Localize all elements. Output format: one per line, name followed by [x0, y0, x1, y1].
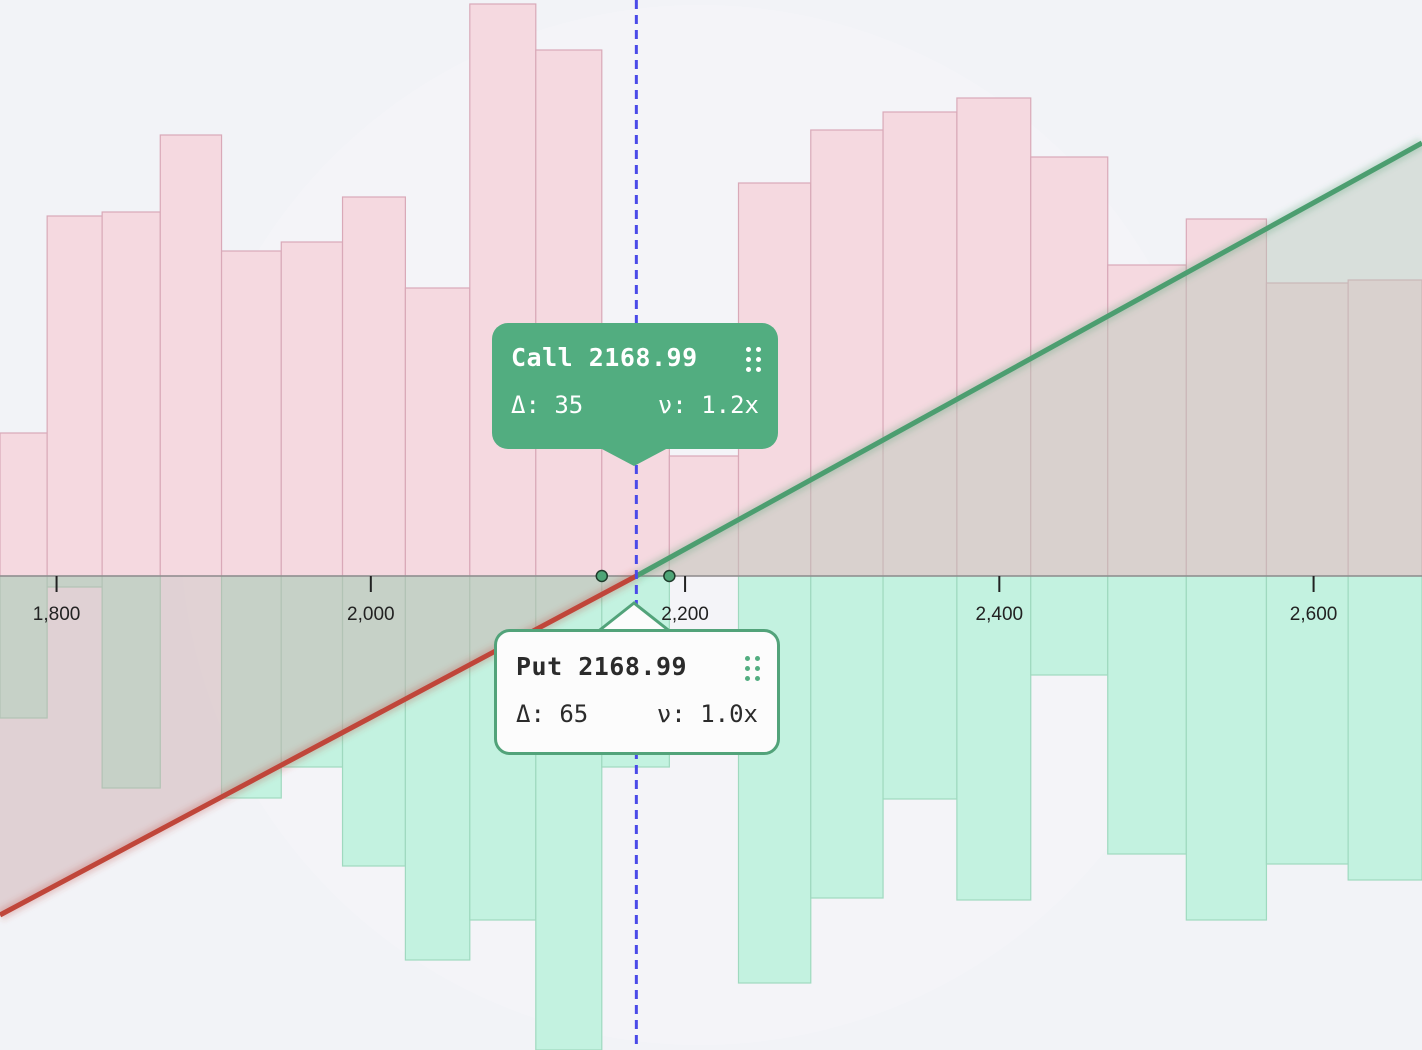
bar-lower[interactable] — [101, 575, 161, 789]
bar-upper[interactable] — [280, 241, 344, 577]
bar-upper[interactable] — [159, 134, 223, 577]
bar-upper[interactable] — [0, 432, 48, 577]
bar-upper[interactable] — [46, 215, 103, 577]
bar-upper[interactable] — [101, 211, 161, 577]
range-marker-handle[interactable] — [663, 569, 676, 583]
call-delta: Δ: 35 — [511, 391, 584, 419]
bar-lower[interactable] — [1347, 575, 1422, 881]
bar-upper[interactable] — [1347, 279, 1422, 577]
bar-lower[interactable] — [956, 575, 1032, 901]
bar-upper[interactable] — [1030, 156, 1109, 577]
bar-upper[interactable] — [341, 196, 406, 577]
call-tooltip-title: Call 2168.99 — [511, 343, 698, 372]
call-nu: ν: 1.2x — [657, 391, 759, 419]
bar-lower[interactable] — [1107, 575, 1187, 855]
put-delta: Δ: 65 — [516, 700, 589, 728]
bar-lower[interactable] — [220, 575, 282, 799]
x-tick-label: 2,000 — [347, 604, 395, 625]
bar-upper[interactable] — [469, 3, 537, 577]
put-nu: ν: 1.0x — [656, 700, 758, 728]
x-tick-label: 2,400 — [976, 604, 1024, 625]
bar-upper[interactable] — [404, 287, 471, 577]
call-tooltip-pointer — [600, 448, 668, 466]
bar-lower[interactable] — [1265, 575, 1349, 865]
bar-lower[interactable] — [1030, 575, 1109, 676]
bar-lower[interactable] — [810, 575, 884, 899]
bar-upper[interactable] — [810, 129, 884, 577]
bar-upper[interactable] — [1185, 218, 1268, 577]
x-tick-label: 2,200 — [661, 604, 709, 625]
put-tooltip[interactable]: Put 2168.99 Δ: 65 ν: 1.0x — [494, 629, 780, 755]
call-tooltip[interactable]: Call 2168.99 Δ: 35 ν: 1.2x — [492, 323, 778, 449]
x-tick-label: 1,800 — [33, 604, 81, 625]
drag-handle-icon[interactable] — [746, 347, 761, 372]
bar-lower[interactable] — [882, 575, 958, 800]
bar-upper[interactable] — [220, 250, 282, 577]
range-marker-handle[interactable] — [595, 569, 609, 583]
bar-lower[interactable] — [404, 575, 471, 961]
bar-lower[interactable] — [0, 575, 48, 719]
drag-handle-icon[interactable] — [745, 656, 760, 681]
x-tick-label: 2,600 — [1290, 604, 1338, 625]
bar-upper[interactable] — [1107, 264, 1187, 577]
bar-upper[interactable] — [882, 111, 958, 577]
bar-lower[interactable] — [1185, 575, 1268, 921]
call-payoff-line — [635, 140, 1422, 579]
put-tooltip-title: Put 2168.99 — [516, 652, 688, 681]
bar-upper[interactable] — [956, 97, 1032, 577]
bar-upper[interactable] — [535, 49, 603, 577]
